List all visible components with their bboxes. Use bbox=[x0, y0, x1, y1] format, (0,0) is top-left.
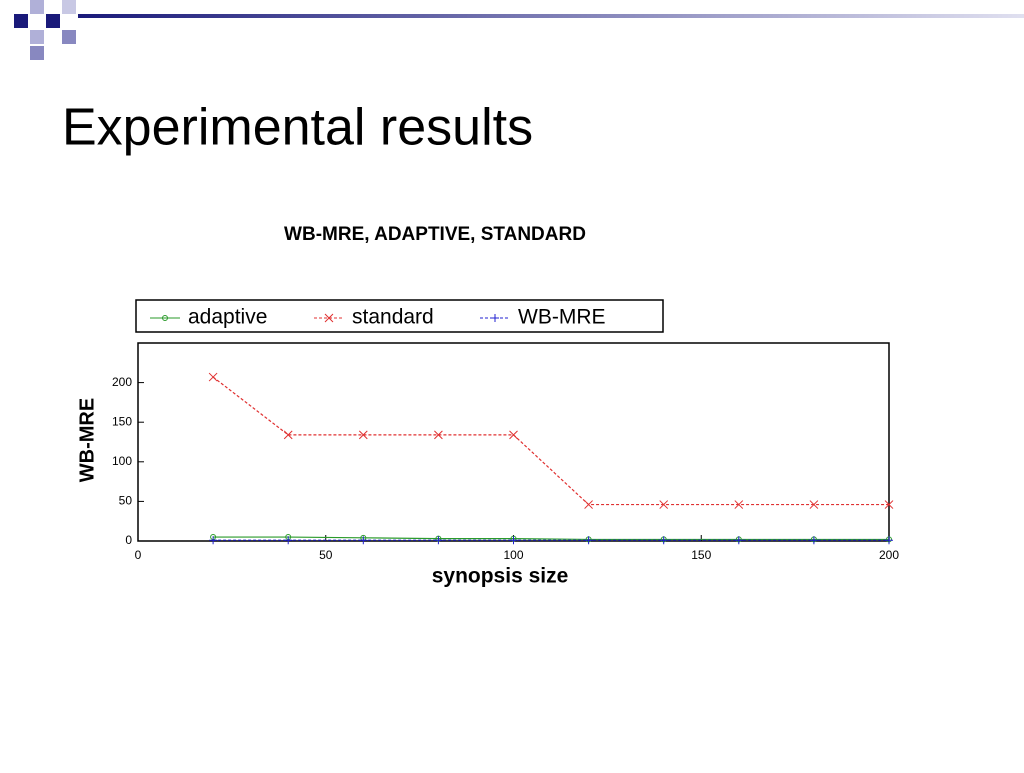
y-axis-label: WB-MRE bbox=[76, 398, 98, 482]
x-tick-label: 100 bbox=[503, 548, 523, 562]
data-point bbox=[884, 500, 894, 509]
data-point bbox=[359, 536, 368, 545]
data-point bbox=[584, 500, 593, 509]
x-axis-label: synopsis size bbox=[432, 565, 569, 588]
series-line bbox=[213, 536, 889, 541]
x-tick-label: 150 bbox=[691, 548, 711, 562]
y-tick-label: 150 bbox=[112, 414, 132, 428]
x-tick-label: 50 bbox=[319, 548, 333, 562]
data-point bbox=[734, 536, 743, 545]
data-point bbox=[734, 500, 744, 509]
data-point bbox=[809, 536, 818, 545]
plot-frame bbox=[137, 342, 890, 542]
y-tick-label: 50 bbox=[119, 494, 133, 508]
data-point bbox=[434, 536, 443, 545]
legend-label: WB-MRE bbox=[518, 306, 606, 329]
data-point bbox=[283, 430, 293, 440]
data-point bbox=[885, 536, 893, 545]
legend-label: adaptive bbox=[188, 306, 267, 329]
data-point bbox=[584, 536, 593, 545]
data-point bbox=[509, 536, 518, 545]
data-point bbox=[659, 500, 669, 509]
x-tick-label: 200 bbox=[879, 548, 899, 562]
legend-marker bbox=[162, 315, 168, 321]
data-point bbox=[434, 430, 443, 440]
series-line bbox=[212, 376, 889, 506]
data-point bbox=[509, 430, 518, 440]
decoration bbox=[14, 0, 1024, 60]
data-point bbox=[659, 536, 668, 545]
y-tick-label: 100 bbox=[112, 454, 132, 468]
data-point bbox=[284, 536, 293, 545]
data-point bbox=[809, 500, 819, 509]
y-tick-label: 0 bbox=[125, 533, 132, 547]
legend-marker bbox=[324, 313, 334, 323]
data-point bbox=[208, 372, 218, 382]
legend-label: standard bbox=[352, 306, 434, 329]
x-tick-label: 0 bbox=[135, 548, 142, 562]
slide-title: Experimental results bbox=[62, 99, 533, 157]
chart-title: WB-MRE, ADAPTIVE, STANDARD bbox=[284, 224, 586, 245]
data-point bbox=[209, 536, 218, 545]
legend-box bbox=[135, 299, 664, 333]
data-point bbox=[358, 430, 368, 440]
y-tick-label: 200 bbox=[112, 375, 132, 389]
legend-marker bbox=[491, 314, 499, 322]
